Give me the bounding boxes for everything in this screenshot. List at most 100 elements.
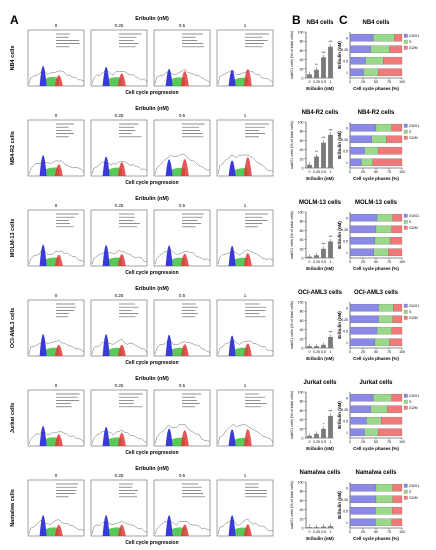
histogram-trace	[154, 340, 211, 355]
legend-label: G0/G1	[409, 214, 419, 218]
histogram-frame	[153, 119, 211, 177]
phase-bar-g0g1	[349, 303, 379, 312]
phase-bar-s	[371, 135, 387, 144]
bar-y-axis-label: subG1 cells (% of total cells)	[290, 30, 294, 79]
dose-label: 0.5	[179, 113, 186, 118]
phase-x-tick-label: 0	[349, 350, 351, 354]
bar-chart-title: Jurkat cells	[303, 380, 337, 386]
phase-bar-s	[374, 338, 390, 347]
phase-x-tick-label: 75	[387, 260, 391, 264]
phase-bar-s	[376, 326, 392, 335]
legend-swatch	[403, 405, 408, 410]
phase-x-axis-label: Cell cycle phases (%)	[353, 176, 399, 181]
phase-y-axis-label: Eribulin (nM)	[337, 131, 342, 159]
phase-bar-s	[373, 393, 392, 402]
phase-bar-s	[378, 303, 394, 312]
phase-x-tick-label: 25	[361, 260, 365, 264]
bar-category-label: 0.25	[313, 80, 320, 84]
phase-category-label: 0	[346, 216, 348, 220]
phase-x-axis-label: Cell cycle phases (%)	[353, 356, 399, 361]
histogram-s-phase	[43, 76, 59, 86]
phase-bar-s	[375, 483, 393, 492]
legend-swatch	[403, 309, 408, 314]
phase-x-tick-label: 50	[374, 80, 378, 84]
phase-category-label: 0.5	[343, 509, 348, 513]
phase-bar-s	[361, 158, 373, 167]
histogram-g0g1-peak	[102, 334, 110, 356]
histogram-trace	[28, 70, 85, 85]
bar-mark	[307, 527, 312, 528]
phase-bar-g0g1	[349, 236, 376, 245]
bar-y-tick-label: 80	[300, 40, 304, 44]
phase-bar-s	[375, 495, 393, 504]
phase-bar-g0g1	[349, 45, 371, 54]
histogram-trace	[91, 521, 148, 535]
histogram-s-phase	[232, 167, 248, 176]
phase-category-label: 0.5	[343, 239, 348, 243]
phase-bar-g2m	[389, 236, 403, 245]
histogram-trace	[154, 68, 211, 85]
phase-bar-s	[378, 315, 393, 324]
row-0: Eribulin (nM) NB4 cells Cell cycle progres…	[10, 16, 419, 96]
bar-y-tick-label: 60	[300, 409, 304, 413]
legend-label: G2/M	[409, 496, 418, 500]
histogram-s-phase	[106, 77, 122, 86]
phase-chart-title: NB4 cells	[362, 20, 390, 26]
bar-y-tick-label: 40	[300, 508, 304, 512]
phase-chart-title: Jurkat cells	[359, 380, 393, 386]
phase-chart-title: Namalwa cells	[355, 470, 397, 476]
bar-y-axis-label: subG1 cells (% of total cells)	[290, 390, 294, 439]
histogram-g2m-peak	[54, 75, 63, 86]
bar-mark	[328, 46, 333, 78]
dose-label: 0.25	[115, 23, 124, 28]
bar-y-tick-label: 20	[300, 517, 304, 521]
phase-x-tick-label: 75	[387, 440, 391, 444]
histogram-trace	[217, 70, 274, 85]
legend-swatch	[403, 393, 408, 398]
eribulin-header: Eribulin (nM)	[135, 286, 169, 292]
row-label: Namalwa cells	[10, 489, 16, 527]
row-label: NB4 cells	[10, 46, 16, 71]
bar-significance: ***	[328, 409, 333, 413]
legend-label: G2/M	[409, 406, 418, 410]
histogram-s-phase	[169, 257, 185, 266]
bar-category-label: 0.5	[321, 170, 326, 174]
phase-bar-s	[375, 225, 392, 234]
phase-bar-g2m	[391, 326, 403, 335]
bar-y-tick-label: 20	[300, 427, 304, 431]
dose-label: 0	[55, 23, 58, 28]
phase-category-label: 0.25	[341, 228, 348, 232]
histogram-s-phase	[43, 257, 59, 266]
bar-mark	[328, 336, 333, 348]
row-1: Eribulin (nM) NB4-R2 cells Cell cycle prog…	[10, 106, 419, 186]
bar-y-tick-label: 0	[302, 347, 304, 351]
histogram-trace	[217, 424, 274, 445]
bar-mark	[307, 74, 312, 78]
histogram-g2m-peak	[117, 524, 126, 536]
bar-mark	[328, 241, 333, 258]
bar-y-tick-label: 100	[298, 31, 304, 35]
bar-mark	[321, 526, 326, 528]
legend-label: G0/G1	[409, 394, 419, 398]
bar-chart-title: Namalwa cells	[299, 470, 341, 476]
bar-mark	[314, 69, 319, 78]
dose-label: 1	[244, 473, 247, 478]
phase-category-label: 0.25	[341, 138, 348, 142]
legend-label: S	[409, 310, 412, 314]
legend-label: G0/G1	[409, 304, 419, 308]
bar-y-tick-label: 0	[302, 257, 304, 261]
bar-y-tick-label: 80	[300, 130, 304, 134]
phase-bar-g0g1	[349, 68, 364, 77]
bar-mark	[328, 134, 333, 168]
histogram-s-phase	[169, 77, 185, 86]
phase-x-tick-label: 75	[387, 170, 391, 174]
bar-category-label: 0	[309, 350, 311, 354]
figure-rows: Eribulin (nM) NB4 cells Cell cycle progres…	[10, 16, 419, 546]
phase-x-tick-label: 100	[399, 80, 405, 84]
histogram-g2m-peak	[117, 344, 126, 356]
histogram-s-phase	[232, 257, 248, 266]
bar-category-label: 0.25	[313, 170, 320, 174]
dose-label: 0	[55, 113, 58, 118]
phase-y-axis-label: Eribulin (nM)	[337, 491, 342, 519]
histogram-g0g1-peak	[102, 245, 110, 266]
